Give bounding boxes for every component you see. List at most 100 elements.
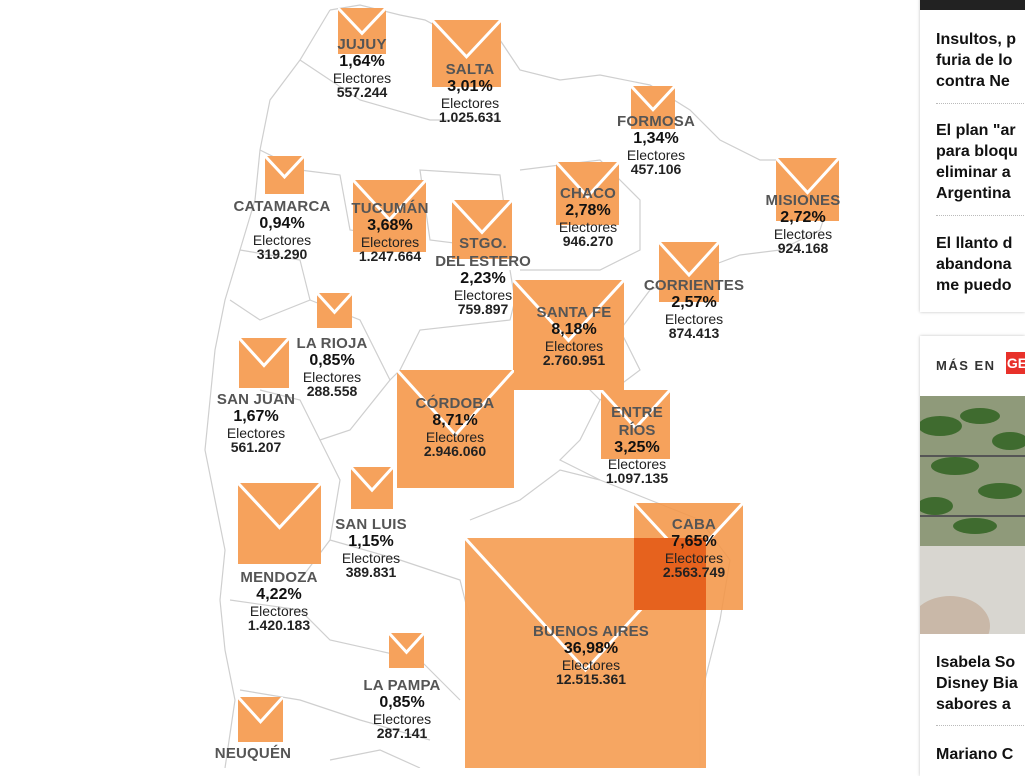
province-name: SANTA FE <box>536 304 612 321</box>
province-name: LA RIOJA <box>296 335 368 352</box>
headline-2[interactable]: El plan "ar para bloqu eliminar a Argent… <box>936 122 1018 202</box>
label-buenos-aires: BUENOS AIRES 36,98% Electores 12.515.361 <box>533 624 649 686</box>
news-card-more: MÁS EN GE <box>920 336 1025 776</box>
argentina-province-outline <box>204 4 836 768</box>
province-voters: 1.097.135 <box>605 470 669 486</box>
province-voters: 457.106 <box>630 161 682 177</box>
electores-label: Electores <box>425 429 485 445</box>
province-name: SAN LUIS <box>335 516 407 533</box>
province-percent: 2,23% <box>460 270 506 287</box>
electores-label: Electores <box>664 311 724 327</box>
envelope-neuquen <box>238 697 283 742</box>
province-name: BUENOS AIRES <box>532 623 650 640</box>
label-caba: CABA 7,65% Electores 2.563.749 <box>663 517 725 579</box>
news-photo[interactable] <box>920 396 1025 634</box>
province-voters: 1.247.664 <box>358 248 422 264</box>
electores-label: Electores <box>626 147 686 163</box>
province-percent: 36,98% <box>563 640 619 657</box>
electores-label: Electores <box>360 234 420 250</box>
news-card-top: Insultos, p furia de lo contra Ne El pla… <box>920 0 1025 312</box>
province-percent: 3,25% <box>614 439 660 456</box>
label-corrientes: CORRIENTES 2,57% Electores 874.413 <box>644 278 744 340</box>
electores-label: Electores <box>302 369 362 385</box>
electoral-map: JUJUY 1,64% Electores 557.244 SALTA 3,01… <box>204 4 841 768</box>
province-percent: 3,68% <box>367 217 413 234</box>
label-neuquen: NEUQUÉN <box>215 746 291 761</box>
envelope-jujuy <box>338 8 386 54</box>
electores-label: Electores <box>332 70 392 86</box>
envelope-corrientes <box>659 242 719 302</box>
related-news-sidebar: Insultos, p furia de lo contra Ne El pla… <box>920 0 1025 776</box>
label-chaco: CHACO 2,78% Electores 946.270 <box>559 186 617 248</box>
envelope-entrerios <box>601 390 670 459</box>
electores-label: Electores <box>558 219 618 235</box>
envelope-catamarca <box>265 156 304 194</box>
province-voters: 1.420.183 <box>247 617 311 633</box>
province-name: CHACO <box>559 185 616 202</box>
province-name: MISIONES <box>765 192 841 209</box>
province-voters: 557.244 <box>336 84 388 100</box>
label-mendoza: MENDOZA 4,22% Electores 1.420.183 <box>240 570 317 632</box>
province-percent: 3,01% <box>447 78 493 95</box>
province-voters: 12.515.361 <box>555 671 627 687</box>
headline-5[interactable]: Mariano C <box>936 746 1014 763</box>
envelope-sanluis <box>351 467 393 509</box>
province-name: LA PAMPA <box>363 677 441 694</box>
label-catamarca: CATAMARCA 0,94% Electores 319.290 <box>233 199 330 261</box>
label-stgo-del-estero: STGO. DEL ESTERO 2,23% Electores 759.897 <box>435 236 531 316</box>
label-jujuy: JUJUY 1,64% Electores 557.244 <box>333 37 391 99</box>
electores-label: Electores <box>249 603 309 619</box>
province-name: SALTA <box>445 61 495 78</box>
province-name: CATAMARCA <box>233 198 331 215</box>
divider <box>936 215 1025 216</box>
label-la-pampa: LA PAMPA 0,85% Electores 287.141 <box>363 678 440 740</box>
province-name: MENDOZA <box>240 569 318 586</box>
province-percent: 2,78% <box>565 202 611 219</box>
headline-3[interactable]: El llanto d abandona me puedo <box>936 235 1013 294</box>
province-name: STGO. <box>459 235 507 252</box>
province-percent: 0,85% <box>379 694 425 711</box>
headline-4[interactable]: Isabela So Disney Bia sabores a <box>936 654 1018 713</box>
province-percent: 7,65% <box>671 533 717 550</box>
province-name-line2: DEL ESTERO <box>435 253 531 270</box>
news-thumbnail[interactable] <box>920 0 1025 10</box>
province-percent: 2,57% <box>671 294 717 311</box>
province-name: CABA <box>671 516 717 533</box>
label-formosa: FORMOSA 1,34% Electores 457.106 <box>617 114 695 176</box>
province-voters: 288.558 <box>306 383 358 399</box>
envelope-chaco <box>556 162 619 225</box>
province-name: CORRIENTES <box>643 277 745 294</box>
envelope-overlap-area <box>634 538 706 610</box>
province-percent: 1,34% <box>633 130 679 147</box>
province-voters: 1.025.631 <box>438 109 502 125</box>
brand-logo[interactable]: GE <box>1006 352 1025 374</box>
envelope-salta <box>432 20 501 87</box>
envelope-tucuman <box>353 180 426 252</box>
electores-label: Electores <box>544 338 604 354</box>
envelope-santafe <box>513 280 624 390</box>
province-percent: 4,22% <box>256 586 302 603</box>
province-voters: 759.897 <box>457 301 509 317</box>
province-voters: 2.563.749 <box>662 564 726 580</box>
province-voters: 924.168 <box>777 240 829 256</box>
province-name: NEUQUÉN <box>214 745 292 762</box>
province-name: SAN JUAN <box>216 391 296 408</box>
province-voters: 561.207 <box>230 439 282 455</box>
province-percent: 2,72% <box>780 209 826 226</box>
divider <box>936 103 1025 104</box>
label-entre-rios: ENTRE RÍOS 3,25% Electores 1.097.135 <box>606 405 668 485</box>
headline-1[interactable]: Insultos, p furia de lo contra Ne <box>936 31 1016 90</box>
province-name-line2: RÍOS <box>618 422 656 439</box>
label-la-rioja: LA RIOJA 0,85% Electores 288.558 <box>296 336 367 398</box>
electores-label: Electores <box>773 226 833 242</box>
electores-label: Electores <box>561 657 621 673</box>
envelope-stgo <box>452 200 512 259</box>
province-name: FORMOSA <box>616 113 696 130</box>
label-misiones: MISIONES 2,72% Electores 924.168 <box>766 193 841 255</box>
electores-label: Electores <box>440 95 500 111</box>
province-voters: 874.413 <box>668 325 720 341</box>
envelope-mendoza <box>238 483 321 564</box>
province-voters: 2.760.951 <box>542 352 606 368</box>
province-percent: 1,64% <box>339 53 385 70</box>
province-percent: 0,85% <box>309 352 355 369</box>
